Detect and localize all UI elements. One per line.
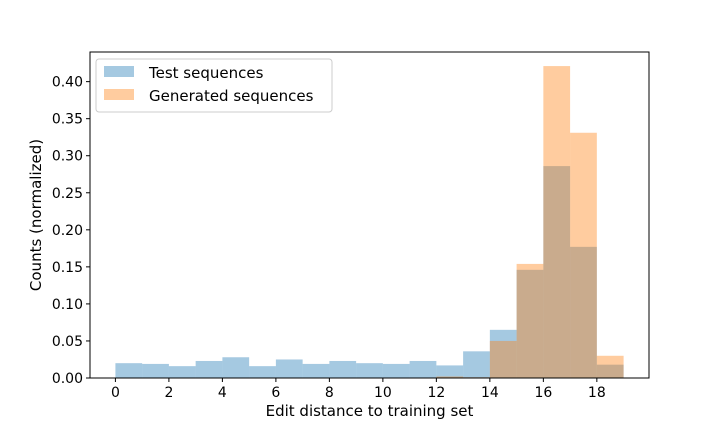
y-tick-label: 0.25	[52, 186, 83, 202]
y-tick-label: 0.40	[52, 75, 83, 91]
legend-label-generated-sequences: Generated sequences	[149, 87, 314, 105]
legend-swatch-test-sequences	[104, 66, 134, 77]
y-tick-label: 0.05	[52, 334, 83, 350]
legend-swatch-generated-sequences	[104, 89, 134, 100]
y-tick-label: 0.30	[52, 149, 83, 165]
x-tick-label: 10	[374, 385, 392, 401]
x-axis: 0 2 4 6 8 10 12 14 16 18	[111, 378, 606, 401]
plot-frame	[89, 51, 650, 379]
bar-test-sequences-15	[516, 269, 544, 378]
bar-test-sequences-13	[463, 351, 490, 378]
y-axis: 0.00 0.05 0.10 0.15 0.20 0.25 0.30 0.35 0.40	[52, 75, 90, 387]
bar-generated-sequences-14	[489, 340, 517, 378]
bar-test-sequences-7	[302, 363, 330, 378]
bar-test-sequences-16	[543, 166, 571, 378]
bars-layer	[115, 66, 624, 378]
bar-test-sequences-5	[249, 366, 276, 378]
x-tick-label: 18	[588, 385, 606, 401]
bar-test-sequences-4	[222, 357, 250, 378]
legend-label-test-sequences: Test sequences	[148, 64, 264, 82]
x-tick-label: 14	[481, 385, 499, 401]
bar-test-sequences-1	[142, 363, 169, 378]
bar-test-sequences-3	[195, 360, 223, 378]
x-tick-label: 2	[164, 385, 173, 401]
x-axis-label: Edit distance to training set	[266, 402, 474, 420]
bar-generated-sequences-15	[516, 263, 544, 378]
y-tick-label: 0.35	[52, 112, 83, 128]
y-tick-label: 0.15	[52, 260, 83, 276]
bar-test-sequences-11	[409, 360, 437, 378]
y-tick-label: 0.10	[52, 297, 83, 313]
x-tick-label: 16	[534, 385, 552, 401]
x-tick-label: 0	[111, 385, 120, 401]
x-tick-label: 4	[218, 385, 227, 401]
legend-box	[95, 58, 333, 113]
y-tick-label: 0.20	[52, 223, 83, 239]
bar-test-sequences-12	[436, 365, 464, 378]
y-tick-label: 0.00	[52, 371, 83, 387]
bar-test-sequences-2	[168, 366, 196, 378]
bar-generated-sequences-16	[543, 66, 571, 378]
bar-generated-sequences-12	[436, 376, 464, 378]
x-tick-label: 8	[325, 385, 334, 401]
bar-test-sequences-17	[570, 246, 597, 378]
bar-test-sequences-8	[329, 360, 357, 378]
bar-generated-sequences-17	[570, 132, 597, 378]
legend: Test sequences Generated sequences	[95, 58, 333, 113]
y-axis-label: Counts (normalized)	[27, 139, 45, 291]
x-tick-label: 12	[427, 385, 445, 401]
bar-test-sequences-10	[382, 363, 410, 378]
bar-test-sequences-14	[489, 329, 517, 378]
x-tick-label: 6	[271, 385, 280, 401]
bar-test-sequences-0	[115, 363, 143, 378]
bar-test-sequences-18	[596, 364, 624, 378]
bar-test-sequences-6	[275, 359, 303, 378]
bar-generated-sequences-18	[596, 355, 624, 378]
bar-test-sequences-9	[356, 363, 383, 378]
